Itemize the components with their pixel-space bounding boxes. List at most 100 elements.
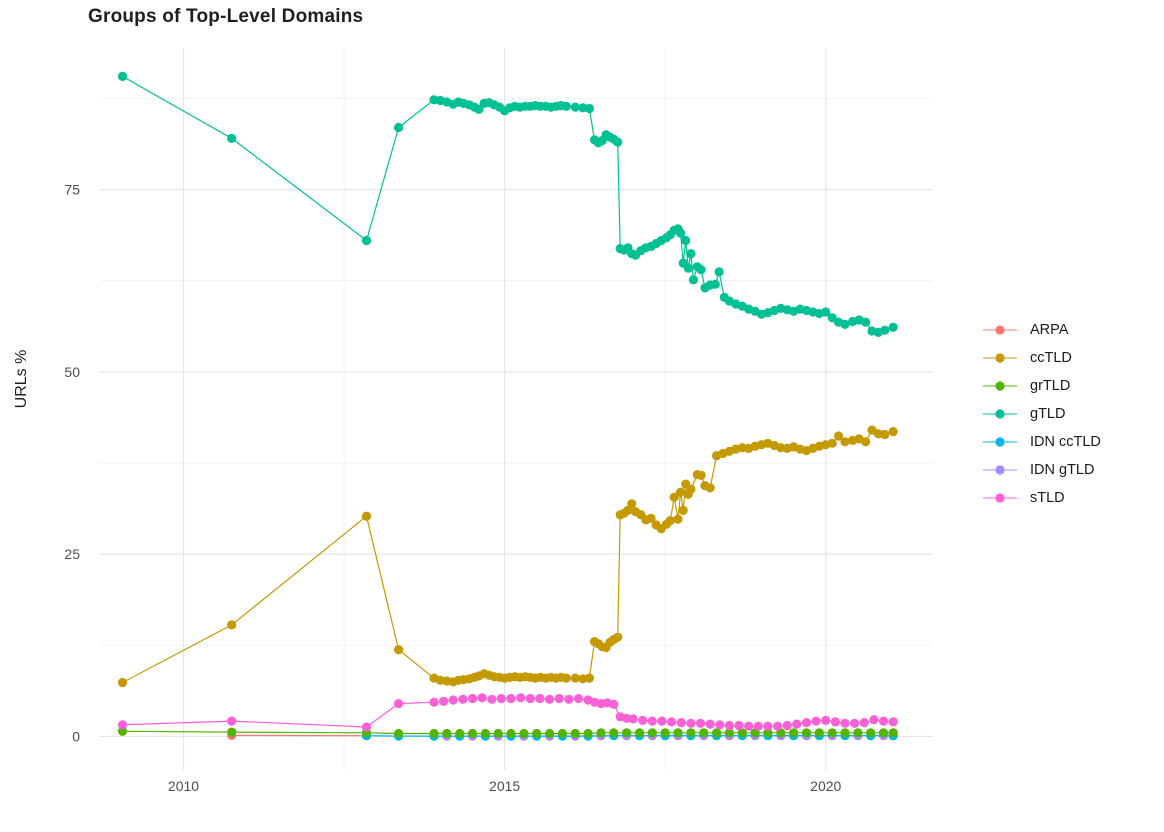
data-point	[705, 719, 715, 729]
data-point	[686, 718, 696, 728]
data-point	[705, 483, 715, 493]
data-point	[613, 137, 623, 147]
data-point	[753, 721, 763, 731]
data-point	[834, 431, 844, 441]
data-point	[676, 718, 686, 728]
data-point	[763, 728, 773, 738]
data-point	[830, 717, 841, 727]
legend-item-grTLD: grTLD	[982, 376, 1160, 395]
data-point	[695, 718, 706, 728]
data-point	[583, 728, 593, 739]
legend-item-ccTLD: ccTLD	[982, 348, 1160, 367]
data-point	[712, 728, 722, 738]
data-point	[622, 728, 632, 738]
data-point	[880, 325, 890, 335]
data-point	[840, 437, 850, 447]
data-point	[570, 102, 580, 112]
data-point	[699, 728, 709, 738]
data-point	[448, 695, 458, 705]
data-point	[455, 728, 465, 739]
data-point	[724, 728, 735, 738]
data-point	[227, 727, 237, 737]
data-point	[861, 317, 871, 327]
data-point	[361, 722, 372, 732]
data-point	[609, 728, 619, 738]
data-point	[866, 728, 876, 738]
data-point	[361, 511, 372, 521]
data-point	[888, 717, 898, 727]
legend-item-ARPA: ARPA	[982, 320, 1160, 339]
data-point	[480, 728, 490, 739]
series-grTLD	[117, 726, 898, 739]
data-point	[647, 716, 657, 726]
legend-label: grTLD	[1030, 377, 1071, 394]
data-point	[888, 322, 898, 332]
y-tick-label: 25	[64, 546, 80, 562]
data-point	[584, 103, 595, 114]
legend-key-icon	[983, 380, 1017, 391]
series-ccTLD	[117, 425, 898, 688]
data-point	[710, 279, 720, 289]
legend-key-icon	[983, 436, 1017, 447]
data-point	[467, 728, 478, 739]
data-point	[665, 516, 675, 526]
data-point	[493, 728, 503, 739]
data-point	[696, 265, 706, 275]
legend-label: ARPA	[1030, 321, 1069, 338]
data-point	[827, 313, 837, 323]
data-point	[792, 719, 802, 729]
data-point	[696, 470, 706, 480]
data-point	[673, 728, 683, 738]
data-point	[227, 133, 237, 143]
data-point	[763, 721, 773, 731]
data-point	[532, 728, 542, 739]
data-point	[869, 715, 879, 725]
data-point	[686, 484, 696, 494]
data-point	[545, 728, 555, 739]
data-point	[878, 728, 889, 738]
data-point	[564, 694, 574, 704]
data-point	[878, 716, 889, 726]
y-tick-label: 0	[72, 728, 80, 744]
data-point	[861, 437, 871, 447]
legend-label: IDN gTLD	[1030, 461, 1095, 478]
data-point	[570, 673, 580, 683]
data-point	[683, 263, 693, 273]
data-point	[227, 620, 237, 630]
data-point	[429, 728, 439, 739]
series-gTLD	[117, 71, 898, 337]
data-point	[117, 677, 128, 688]
data-point	[773, 721, 783, 731]
x-tick-label: 2010	[168, 778, 199, 794]
data-point	[880, 429, 890, 440]
data-point	[734, 720, 744, 731]
legend-label: sTLD	[1030, 489, 1065, 506]
data-point	[519, 728, 529, 739]
data-point	[535, 693, 545, 704]
data-point	[506, 693, 516, 704]
data-point	[516, 693, 526, 703]
legend-key-icon	[983, 492, 1017, 503]
data-point	[442, 728, 452, 739]
data-point	[686, 728, 696, 738]
data-point	[613, 632, 623, 642]
data-point	[584, 673, 595, 683]
data-point	[801, 718, 812, 728]
data-point	[888, 728, 898, 738]
data-point	[117, 720, 128, 730]
data-point	[811, 716, 821, 726]
data-point	[561, 673, 571, 683]
data-point	[688, 275, 699, 285]
data-point	[117, 71, 128, 81]
data-point	[609, 699, 619, 710]
data-point	[554, 693, 564, 704]
data-point	[487, 694, 497, 704]
data-point	[647, 728, 657, 738]
legend-key-icon	[983, 352, 1017, 363]
data-point	[821, 307, 831, 317]
legend-item-IDN-ccTLD: IDN ccTLD	[982, 432, 1160, 451]
x-tick-label: 2020	[810, 778, 841, 794]
data-point	[525, 693, 535, 704]
legend-key-icon	[983, 408, 1017, 419]
